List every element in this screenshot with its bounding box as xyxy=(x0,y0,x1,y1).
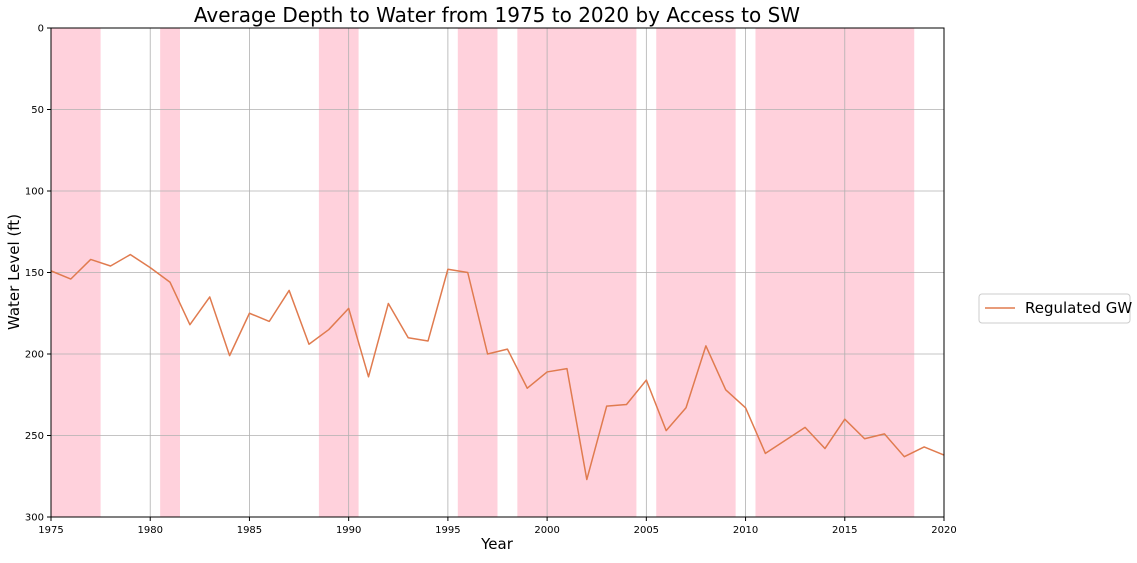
y-tick-label: 0 xyxy=(38,24,44,35)
x-tick-label: 1980 xyxy=(137,525,162,536)
y-tick-label: 300 xyxy=(25,513,44,524)
y-tick-label: 200 xyxy=(25,350,44,361)
legend-box xyxy=(978,293,1131,324)
x-tick-label: 2005 xyxy=(634,525,659,536)
legend-label: Regulated GW xyxy=(1025,299,1132,317)
x-tick-label: 2020 xyxy=(931,525,956,536)
chart-title: Average Depth to Water from 1975 to 2020… xyxy=(194,3,800,27)
y-tick-label: 50 xyxy=(31,105,44,116)
y-tick-label: 250 xyxy=(25,431,44,442)
x-tick-label: 1985 xyxy=(237,525,262,536)
series-lines xyxy=(50,253,945,481)
x-tick-label: 1990 xyxy=(336,525,361,536)
series-line-0 xyxy=(50,253,945,481)
y-tick-label: 100 xyxy=(25,187,44,198)
x-tick-label: 2015 xyxy=(832,525,857,536)
x-tick-label: 2000 xyxy=(534,525,559,536)
x-tick-label: 1975 xyxy=(38,525,63,536)
x-axis-label: Year xyxy=(480,535,514,553)
axis-ticks: 1975 1980 1985 1990 1995 2000 2005 2010 2015 2020… xyxy=(25,24,957,537)
y-tick-label: 150 xyxy=(25,268,44,279)
legend: Regulated GW xyxy=(978,293,1132,324)
x-tick-label: 2010 xyxy=(733,525,758,536)
y-axis-label: Water Level (ft) xyxy=(5,214,23,330)
x-tick-label: 1995 xyxy=(435,525,460,536)
